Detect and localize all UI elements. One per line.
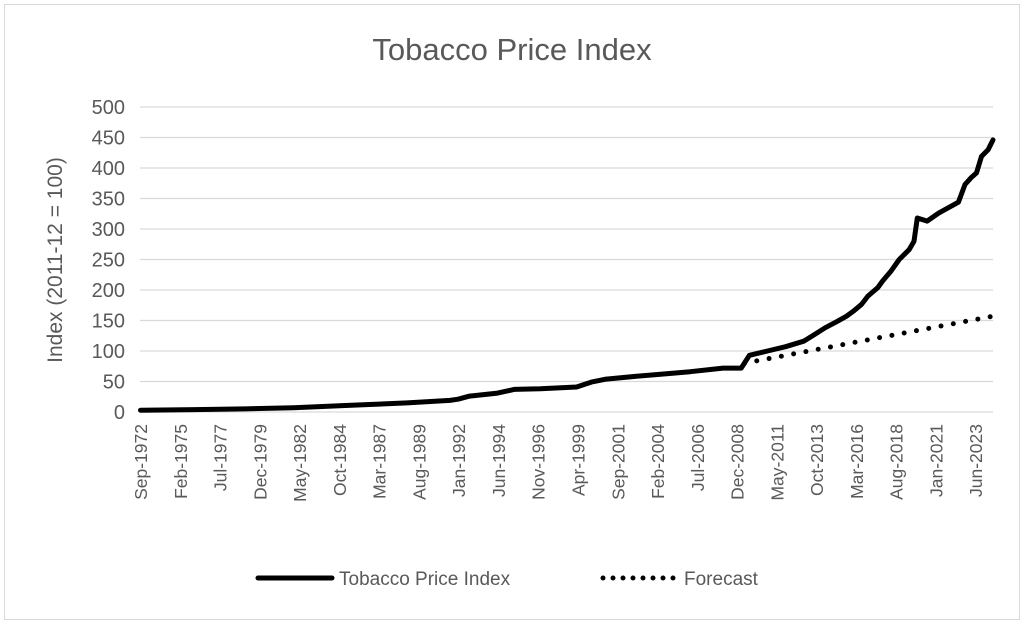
y-tick-label: 100 [92,341,125,363]
y-tick-label: 350 [92,189,125,211]
chart-border [4,4,1020,620]
x-tick-label: Jul-1977 [211,424,231,491]
x-tick-label: Jan-1992 [449,424,469,497]
y-tick-label: 250 [92,250,125,272]
x-tick-label: Oct-1984 [330,424,350,496]
y-tick-label: 150 [92,311,125,333]
x-tick-labels: Sep-1972 Feb-1975 Jul-1977 Dec-1979 May-1982… [131,424,986,502]
x-tick-label: Mar-2016 [847,424,867,499]
y-tick-label: 200 [92,280,125,302]
x-tick-label: Oct-2013 [807,424,827,496]
x-tick-label: Feb-2004 [648,424,668,499]
x-tick-label: Aug-2018 [887,424,907,500]
y-tick-labels: 0 50 100 150 200 250 300 350 400 450 500 [92,97,125,424]
x-tick-label: Jun-2023 [966,424,986,497]
series-line-tobacco-price-index [138,137,996,413]
x-tick-label: Aug-1989 [409,424,429,500]
y-tick-label: 50 [103,372,125,394]
series-lines [138,137,996,413]
x-tick-label: Sep-2001 [608,424,628,500]
y-axis-title: Index (2011-12 = 100) [44,157,67,363]
x-tick-label: Jan-2021 [926,424,946,497]
x-tick-label: Apr-1999 [569,424,589,496]
x-tick-label: May-1982 [290,424,310,502]
legend-label-forecast: Forecast [684,569,759,590]
x-tick-label: Sep-1972 [131,424,151,500]
x-tick-label: Feb-1975 [171,424,191,499]
chart-title: Tobacco Price Index [372,32,652,67]
y-tick-label: 500 [92,97,125,119]
y-tick-label: 400 [92,158,125,180]
y-tick-label: 300 [92,219,125,241]
x-tick-label: Dec-1979 [250,424,270,500]
x-tick-label: Dec-2008 [728,424,748,500]
x-tick-label: Mar-1987 [370,424,390,499]
y-tick-label: 450 [92,128,125,150]
legend: Tobacco Price Index Forecast [255,569,759,590]
x-tick-label: May-2011 [767,424,787,501]
x-tick-label: Nov-1996 [529,424,549,500]
series-line-forecast [742,313,996,366]
gridlines [140,106,993,413]
x-tick-label: Jun-1994 [489,424,509,497]
x-tick-label: Jul-2006 [688,424,708,491]
legend-label-tobacco-price-index: Tobacco Price Index [339,569,511,590]
y-tick-label: 0 [114,402,125,424]
